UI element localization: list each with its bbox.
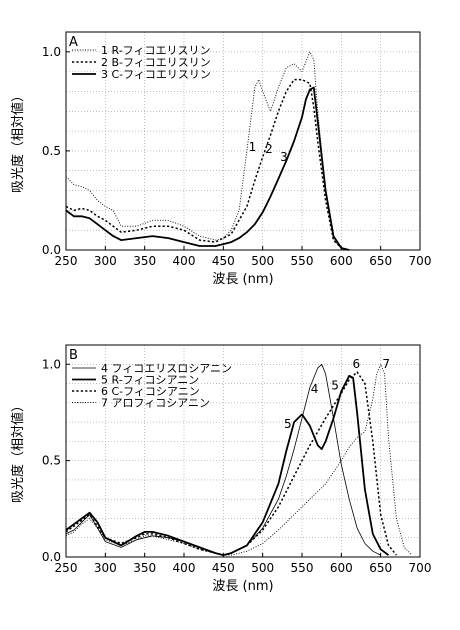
curve-annotation: 5 xyxy=(331,378,339,392)
curve-annotation: 4 xyxy=(311,382,319,396)
x-tick-label: 550 xyxy=(291,561,314,575)
series-line-3 xyxy=(65,86,350,251)
curve-annotation: 7 xyxy=(382,357,390,371)
x-tick-label: 600 xyxy=(330,254,353,268)
curve-annotation: 1 xyxy=(249,140,257,154)
y-tick-label: 0.0 xyxy=(42,550,61,564)
panel-label: A xyxy=(69,35,78,50)
y-axis-label: 吸光度（相対値） xyxy=(10,89,26,193)
x-tick-label: 650 xyxy=(369,254,392,268)
legend-label: 2 B-フィコエリスリン xyxy=(101,56,211,69)
series-line-2 xyxy=(65,78,350,251)
x-tick-label: 300 xyxy=(94,254,117,268)
panel-label: B xyxy=(69,348,78,363)
plot-frame xyxy=(65,344,421,558)
y-axis-label: 吸光度（相対値） xyxy=(10,399,26,503)
x-tick-label: 600 xyxy=(330,561,353,575)
x-tick-label: 300 xyxy=(94,561,117,575)
x-tick-label: 250 xyxy=(55,254,78,268)
curve-annotation: 5 xyxy=(284,417,292,431)
y-tick-label: 1.0 xyxy=(42,357,61,371)
legend-label: 5 R-フィコシアニン xyxy=(101,374,199,387)
legend-label: 7 アロフィコシアニン xyxy=(101,397,210,410)
y-tick-label: 0.0 xyxy=(42,243,61,257)
x-axis-label: 波長 (nm) xyxy=(212,272,273,287)
curve-annotation: 2 xyxy=(265,142,273,156)
x-tick-label: 400 xyxy=(173,254,196,268)
panel-a: 250 300 350 400 450 500 550 600 650 700 0.0 0.5 1.0 波… xyxy=(10,31,432,287)
plot-frame xyxy=(65,31,421,251)
x-tick-label: 400 xyxy=(173,561,196,575)
x-tick-label: 350 xyxy=(133,561,156,575)
series-line-3 xyxy=(65,371,397,556)
x-tick-label: 550 xyxy=(291,254,314,268)
legend-label: 3 C-フィコエリスリン xyxy=(101,68,211,81)
legend-label: 6 C-フィコシアニン xyxy=(101,385,200,398)
curve-annotation: 3 xyxy=(280,150,288,164)
panel-b: 250 300 350 400 450 500 550 600 650 700 0.0 0.5 1.0 波… xyxy=(10,344,432,594)
x-tick-label: 350 xyxy=(133,254,156,268)
x-tick-label: 450 xyxy=(212,254,235,268)
series-line-1 xyxy=(65,51,350,251)
curve-annotation: 6 xyxy=(352,357,360,371)
x-axis-label: 波長 (nm) xyxy=(212,579,273,594)
series-line-1 xyxy=(65,363,381,556)
x-tick-label: 250 xyxy=(55,561,78,575)
x-tick-label: 450 xyxy=(212,561,235,575)
y-tick-label: 0.5 xyxy=(42,144,61,158)
grid xyxy=(65,32,421,250)
y-tick-label: 1.0 xyxy=(42,45,61,59)
x-tick-label: 700 xyxy=(409,254,432,268)
y-tick-label: 0.5 xyxy=(42,454,61,468)
x-tick-label: 700 xyxy=(409,561,432,575)
legend-label: 4 フィコエリスロシアニン xyxy=(101,362,232,375)
x-tick-label: 500 xyxy=(251,254,274,268)
series-line-2 xyxy=(65,374,390,556)
x-tick-label: 650 xyxy=(369,561,392,575)
x-tick-label: 500 xyxy=(251,561,274,575)
legend-label: 1 R-フィコエリスリン xyxy=(101,44,210,57)
